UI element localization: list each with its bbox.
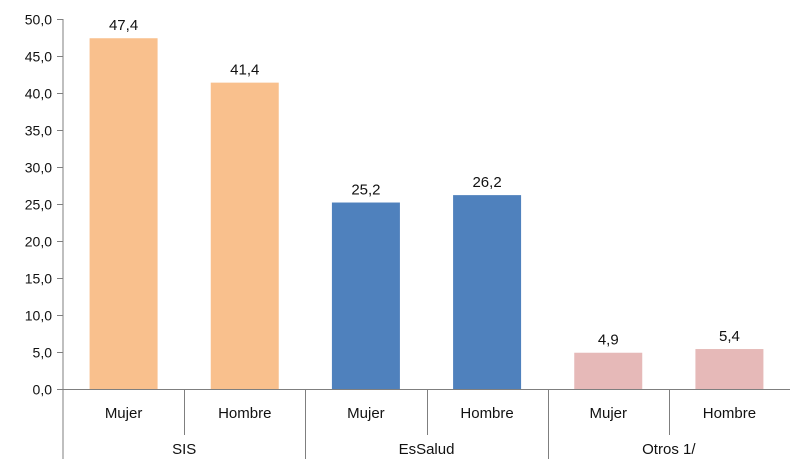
- y-tick-label: 25,0: [25, 197, 52, 213]
- y-tick-label: 45,0: [25, 49, 52, 65]
- category-label: Hombre: [703, 405, 756, 422]
- bar-value-label: 5,4: [719, 328, 740, 345]
- y-tick-label: 40,0: [25, 86, 52, 102]
- group-label: SIS: [172, 441, 196, 458]
- y-tick-label: 0,0: [33, 382, 53, 398]
- y-tick-label: 50,0: [25, 12, 52, 28]
- group-label: Otros 1/: [642, 441, 696, 458]
- bar: [453, 195, 522, 389]
- bar-value-label: 25,2: [351, 182, 380, 199]
- bar-value-label: 47,4: [109, 17, 138, 34]
- category-label: Mujer: [589, 405, 627, 422]
- category-label: Hombre: [460, 405, 513, 422]
- y-tick-label: 15,0: [25, 271, 52, 287]
- bar-value-labels: 47,4 41,4 25,2 26,2 4,9 5,4: [109, 17, 740, 349]
- group-label: EsSalud: [399, 441, 455, 458]
- category-label: Mujer: [347, 405, 385, 422]
- bar-value-label: 4,9: [598, 332, 619, 349]
- bar-value-label: 41,4: [230, 62, 259, 79]
- bar: [574, 352, 643, 389]
- bar: [331, 202, 400, 389]
- bar-value-label: 26,2: [472, 174, 501, 191]
- y-tick-label: 10,0: [25, 308, 52, 324]
- bar: [210, 82, 279, 389]
- x-axis: SIS Mujer Hombre EsSalud Mujer Hombre Otros 1/…: [63, 389, 790, 459]
- y-tick-label: 20,0: [25, 234, 52, 250]
- bars: [89, 38, 764, 390]
- bar: [89, 38, 158, 390]
- y-axis: 0,0 5,0 10,0 15,0 20,0 25,0 30,0 35,0 40,0 45,0 50…: [25, 12, 64, 459]
- category-label: Hombre: [218, 405, 271, 422]
- y-tick-label: 30,0: [25, 160, 52, 176]
- y-tick-label: 35,0: [25, 123, 52, 139]
- y-tick-label: 5,0: [33, 345, 53, 361]
- category-label: Mujer: [105, 405, 143, 422]
- bar: [695, 349, 764, 389]
